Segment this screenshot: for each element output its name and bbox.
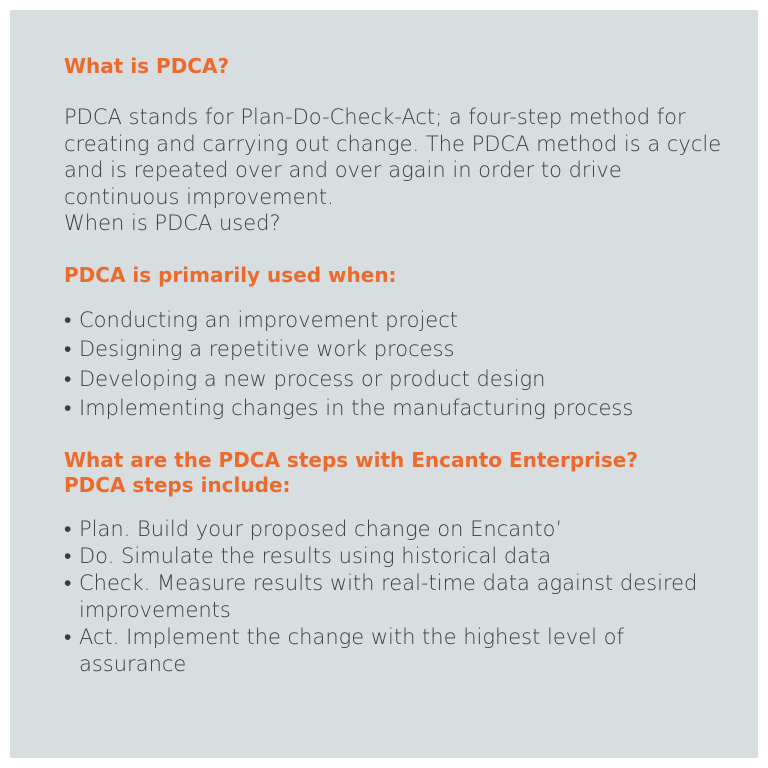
steps-list: • Plan. Build your proposed change on Enc… bbox=[64, 516, 722, 678]
info-card: What is PDCA? PDCA stands for Plan-Do-Ch… bbox=[10, 10, 758, 758]
pdca-definition-paragraph: PDCA stands for Plan-Do-Check-Act; a fou… bbox=[64, 105, 722, 209]
list-item: • Act. Implement the change with the high… bbox=[64, 624, 624, 676]
pdca-steps-heading: What are the PDCA steps with Encanto Ent… bbox=[64, 447, 638, 497]
list-item: • Conducting an improvement project bbox=[64, 306, 722, 336]
list-item: • Check. Measure results with real-time d… bbox=[64, 570, 698, 622]
bullet-icon: • bbox=[64, 396, 72, 420]
list-item: • Implementing changes in the manufacturi… bbox=[64, 394, 722, 424]
list-item: • Developing a new process or product des… bbox=[64, 365, 722, 395]
usage-list: • Conducting an improvement project • Desi… bbox=[64, 306, 722, 424]
list-item: • Designing a repetitive work process bbox=[64, 335, 722, 365]
bullet-icon: • bbox=[64, 307, 72, 332]
list-item: • Do. Simulate the results using historic… bbox=[64, 543, 552, 568]
bullet-icon: • bbox=[64, 366, 72, 391]
bullet-icon: • bbox=[64, 624, 72, 649]
bullet-icon: • bbox=[64, 543, 72, 568]
bullet-icon: • bbox=[64, 570, 72, 595]
list-item: • Plan. Build your proposed change on Enc… bbox=[64, 516, 563, 541]
bullet-icon: • bbox=[64, 337, 72, 361]
primarily-used-heading: PDCA is primarily used when: bbox=[64, 262, 397, 287]
when-used-line: When is PDCA used? bbox=[64, 211, 281, 235]
what-is-pdca-heading: What is PDCA? bbox=[64, 54, 230, 78]
bullet-icon: • bbox=[64, 516, 72, 541]
